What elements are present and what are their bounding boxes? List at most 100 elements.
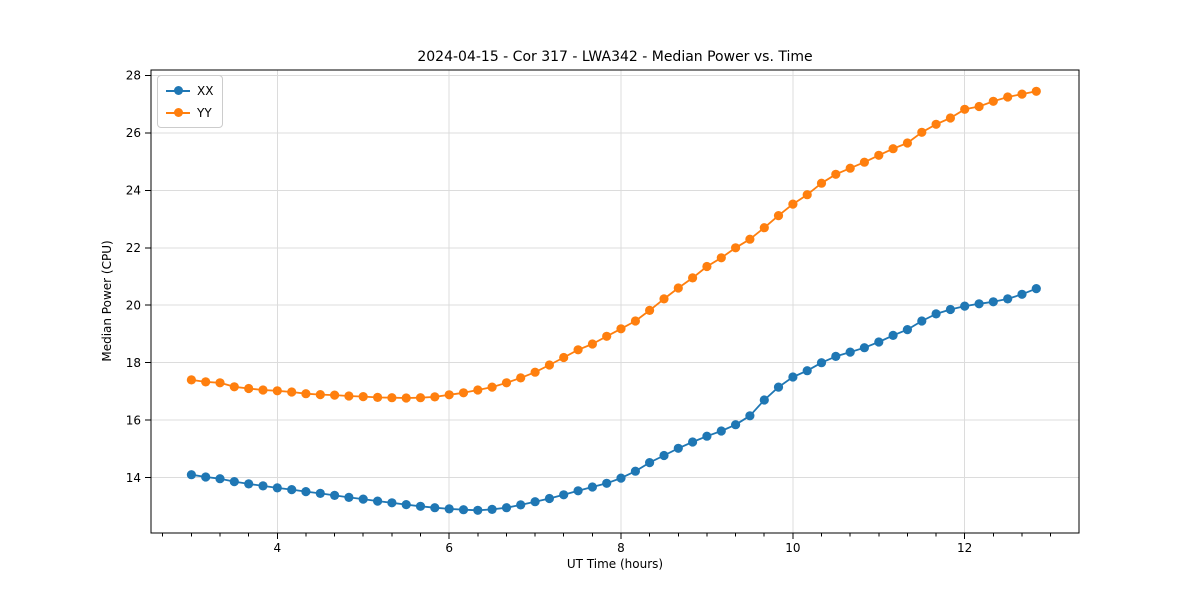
data-point-xx: [215, 474, 225, 484]
data-point-xx: [673, 443, 683, 453]
data-point-xx: [272, 483, 282, 493]
data-point-xx: [602, 478, 612, 488]
legend-marker-yy-icon: [166, 108, 190, 117]
x-axis-label: UT Time (hours): [566, 557, 664, 571]
y-tick-label: 18: [126, 356, 141, 370]
data-point-yy: [630, 316, 641, 326]
series-line-yy: [190, 90, 1038, 399]
data-point-xx: [473, 505, 483, 515]
x-tick-label: 4: [273, 541, 281, 555]
y-tick-label: 16: [126, 413, 141, 427]
data-point-yy: [516, 373, 526, 383]
data-point-xx: [401, 500, 411, 510]
data-point-yy: [315, 390, 325, 400]
data-point-yy: [530, 367, 540, 377]
data-point-yy: [931, 119, 941, 129]
legend-label-yy: YY: [197, 105, 212, 120]
data-point-xx: [444, 504, 454, 514]
data-point-xx: [802, 366, 812, 376]
data-point-yy: [444, 390, 454, 400]
data-point-yy: [988, 96, 998, 106]
data-point-yy: [702, 261, 712, 272]
data-point-xx: [960, 301, 970, 311]
data-point-yy: [201, 377, 211, 387]
data-point-yy: [358, 392, 368, 402]
data-point-yy: [659, 294, 669, 304]
data-point-yy: [888, 144, 898, 154]
data-point-xx: [330, 490, 340, 500]
data-point-xx: [702, 431, 712, 441]
data-point-yy: [401, 393, 411, 403]
data-point-yy: [616, 324, 626, 334]
legend-marker-xx-icon: [166, 86, 190, 95]
data-point-yy: [845, 163, 855, 173]
data-point-xx: [229, 477, 239, 487]
data-point-xx: [630, 466, 641, 476]
data-point-yy: [244, 383, 254, 394]
data-point-xx: [186, 470, 196, 480]
data-point-yy: [330, 390, 340, 400]
data-point-xx: [688, 437, 698, 447]
legend: XX YY: [157, 75, 224, 128]
y-tick-label: 24: [126, 184, 141, 198]
data-point-yy: [1031, 86, 1041, 96]
data-point-yy: [287, 387, 297, 397]
data-point-xx: [544, 493, 555, 504]
data-point-yy: [458, 388, 469, 398]
data-point-xx: [201, 472, 211, 482]
data-point-xx: [415, 501, 426, 511]
data-point-xx: [287, 485, 297, 495]
data-point-yy: [759, 223, 769, 233]
data-point-xx: [716, 426, 726, 436]
data-point-xx: [487, 504, 497, 514]
data-point-xx: [945, 304, 956, 315]
data-point-xx: [516, 500, 526, 510]
data-point-xx: [1003, 294, 1013, 304]
data-point-xx: [358, 494, 368, 504]
data-point-yy: [1017, 89, 1027, 99]
data-point-yy: [960, 104, 970, 114]
data-point-xx: [659, 450, 669, 461]
y-axis-label: Median Power (CPU): [100, 240, 114, 362]
data-point-yy: [874, 150, 884, 160]
data-point-xx: [931, 309, 941, 319]
data-point-yy: [673, 283, 683, 293]
data-point-xx: [573, 486, 583, 496]
data-point-yy: [917, 127, 927, 137]
y-tick-label: 22: [126, 241, 141, 255]
data-point-yy: [373, 392, 383, 402]
data-point-xx: [559, 490, 569, 500]
data-point-xx: [1017, 289, 1027, 299]
data-point-yy: [816, 178, 827, 188]
data-point-xx: [530, 497, 540, 507]
data-point-xx: [831, 351, 841, 361]
data-point-yy: [645, 305, 655, 315]
data-point-xx: [917, 316, 927, 326]
data-point-xx: [501, 503, 512, 513]
data-point-yy: [544, 360, 555, 370]
data-point-yy: [859, 157, 870, 167]
data-point-yy: [272, 386, 282, 396]
data-point-yy: [688, 273, 698, 283]
data-point-xx: [1031, 284, 1041, 294]
data-point-yy: [716, 253, 726, 263]
legend-entry-xx: XX: [166, 82, 213, 99]
x-tick-label: 12: [957, 541, 972, 555]
data-point-xx: [616, 473, 626, 483]
data-point-yy: [229, 382, 239, 392]
series-line-xx: [190, 287, 1038, 512]
data-point-xx: [645, 458, 655, 468]
legend-entry-yy: YY: [166, 104, 213, 121]
data-point-xx: [788, 372, 798, 382]
data-point-yy: [301, 389, 311, 399]
data-point-xx: [816, 358, 827, 368]
data-point-yy: [745, 234, 755, 244]
data-point-xx: [373, 496, 383, 506]
data-point-yy: [587, 339, 598, 349]
data-point-yy: [573, 345, 583, 355]
data-point-yy: [430, 392, 440, 402]
plot-border: [150, 69, 1080, 534]
data-point-yy: [1003, 92, 1013, 102]
data-point-xx: [430, 503, 440, 513]
data-point-yy: [258, 385, 268, 395]
